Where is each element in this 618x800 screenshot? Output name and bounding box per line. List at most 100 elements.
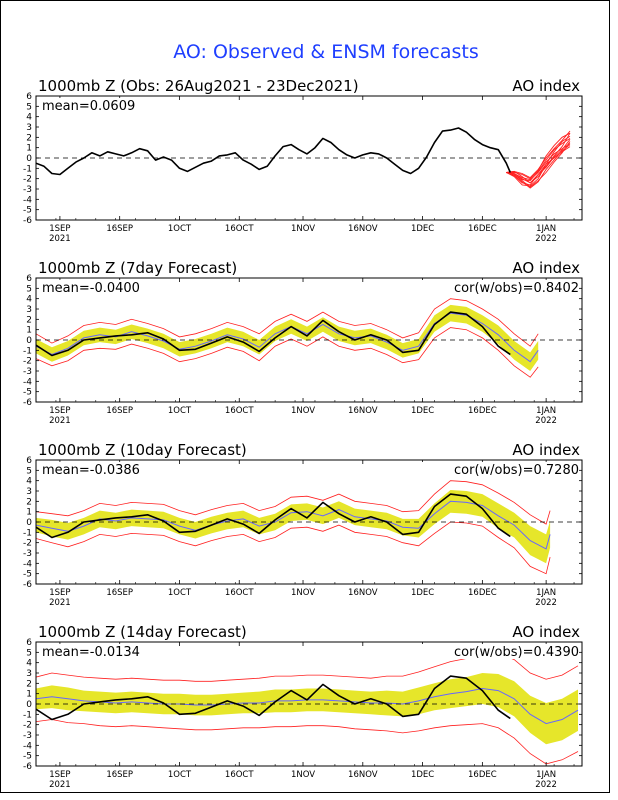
x-tick-label: 16SEP	[106, 770, 133, 780]
y-tick-label: 4	[26, 477, 32, 487]
x-tick-label: 16NOV	[348, 770, 378, 780]
panel-index-label: AO index	[512, 623, 580, 641]
y-tick-label: 0	[26, 700, 32, 710]
x-tick-label: 16DEC	[468, 224, 497, 234]
observed-line	[36, 127, 512, 176]
x-tick-label: 1OCT	[168, 588, 192, 598]
cor-label: cor(w/obs)=0.8402	[454, 281, 579, 296]
x-tick-label: 1SEP	[49, 588, 70, 598]
y-tick-label: 1	[26, 326, 32, 336]
x-tick-label: 1JAN	[536, 224, 556, 234]
x-tick-label: 1DEC	[411, 770, 434, 780]
y-tick-label: 3	[26, 123, 32, 133]
x-tick-label: 16DEC	[468, 770, 497, 780]
plot-area	[36, 298, 582, 378]
x-tick-label: 16NOV	[348, 224, 378, 234]
figure-title: AO: Observed & ENSM forecasts	[173, 41, 478, 63]
mean-label-bg	[39, 462, 157, 477]
panel-index-label: AO index	[512, 259, 580, 277]
ensemble-lower-envelope	[36, 719, 579, 765]
y-tick-label: -5	[23, 388, 32, 398]
ensemble-member-line	[506, 139, 571, 184]
y-tick-label: 3	[26, 487, 32, 497]
y-tick-label: 0	[26, 154, 32, 164]
y-tick-label: -2	[23, 721, 32, 731]
cor-label-bg	[422, 462, 579, 477]
y-tick-label: 5	[26, 648, 32, 658]
y-tick-label: -3	[23, 185, 32, 195]
x-tick-label: 1OCT	[168, 770, 192, 780]
y-tick-label: 3	[26, 669, 32, 679]
mean-label: mean=-0.0400	[42, 281, 140, 296]
chart-panels: 1000mb Z (Obs: 26Aug2021 - 23Dec2021) AO …	[23, 77, 583, 790]
chart-panel-1: 1000mb Z (Obs: 26Aug2021 - 23Dec2021) AO …	[23, 77, 583, 244]
observed-line	[36, 493, 511, 539]
chart-panel-2: 1000mb Z (7day Forecast) AO index6543210-…	[23, 259, 583, 426]
panel-index-label: AO index	[512, 441, 580, 459]
y-tick-label: 3	[26, 305, 32, 315]
ensemble-member-line	[506, 144, 571, 189]
y-tick-label: 6	[26, 456, 32, 466]
ensemble-member-line	[506, 138, 571, 182]
ensemble-lower-envelope	[36, 521, 551, 575]
y-tick-label: -2	[23, 539, 32, 549]
mean-label: mean=0.0609	[42, 99, 135, 114]
figure-border	[0, 0, 610, 793]
x-tick-label: 16NOV	[348, 406, 378, 416]
y-tick-label: 6	[26, 274, 32, 284]
cor-label-bg	[422, 644, 579, 659]
x-tick-label: 16OCT	[225, 770, 254, 780]
x-tick-label: 16NOV	[348, 588, 378, 598]
y-tick-label: 4	[26, 295, 32, 305]
mean-label: mean=-0.0386	[42, 463, 140, 478]
x-tick-year-label: 2021	[49, 234, 71, 244]
observed-line	[36, 675, 511, 721]
x-tick-year-label: 2022	[535, 234, 557, 244]
y-tick-label: -5	[23, 570, 32, 580]
x-tick-label: 16OCT	[225, 224, 254, 234]
y-tick-label: -4	[23, 195, 32, 205]
y-tick-label: -6	[23, 398, 32, 408]
y-tick-label: -6	[23, 580, 32, 590]
y-tick-label: 2	[26, 315, 32, 325]
y-tick-label: 0	[26, 336, 32, 346]
y-tick-label: 2	[26, 133, 32, 143]
ensemble-lower-envelope	[36, 327, 539, 378]
x-tick-label: 1JAN	[536, 770, 556, 780]
panel-title: 1000mb Z (10day Forecast)	[38, 441, 247, 459]
panel-title: 1000mb Z (7day Forecast)	[38, 259, 237, 277]
y-tick-label: 1	[26, 690, 32, 700]
x-tick-label: 16OCT	[225, 588, 254, 598]
x-tick-label: 16SEP	[106, 406, 133, 416]
y-tick-label: -2	[23, 357, 32, 367]
y-tick-label: -4	[23, 741, 32, 751]
x-tick-label: 1NOV	[291, 770, 315, 780]
x-tick-label: 1DEC	[411, 406, 434, 416]
y-tick-label: 5	[26, 284, 32, 294]
y-tick-label: 2	[26, 497, 32, 507]
x-tick-year-label: 2022	[535, 780, 557, 790]
y-tick-label: -6	[23, 216, 32, 226]
observed-line	[36, 311, 511, 357]
y-tick-label: -1	[23, 710, 32, 720]
x-tick-label: 1SEP	[49, 224, 70, 234]
y-tick-label: -1	[23, 346, 32, 356]
x-tick-label: 16DEC	[468, 588, 497, 598]
y-tick-label: 1	[26, 144, 32, 154]
y-tick-label: -5	[23, 206, 32, 216]
chart-panel-3: 1000mb Z (10day Forecast) AO index 6543210…	[23, 441, 583, 608]
x-tick-label: 1DEC	[411, 588, 434, 598]
ensemble-spread-band	[36, 673, 578, 745]
y-tick-label: 6	[26, 638, 32, 648]
x-tick-label: 1NOV	[291, 588, 315, 598]
x-tick-year-label: 2021	[49, 598, 71, 608]
y-tick-label: 4	[26, 113, 32, 123]
panel-index-label: AO index	[512, 77, 580, 95]
x-tick-label: 1SEP	[49, 770, 70, 780]
panel-title: 1000mb Z (14day Forecast)	[38, 623, 247, 641]
x-tick-label: 16OCT	[225, 406, 254, 416]
ensemble-spread-band	[36, 490, 551, 564]
x-tick-label: 16SEP	[106, 224, 133, 234]
